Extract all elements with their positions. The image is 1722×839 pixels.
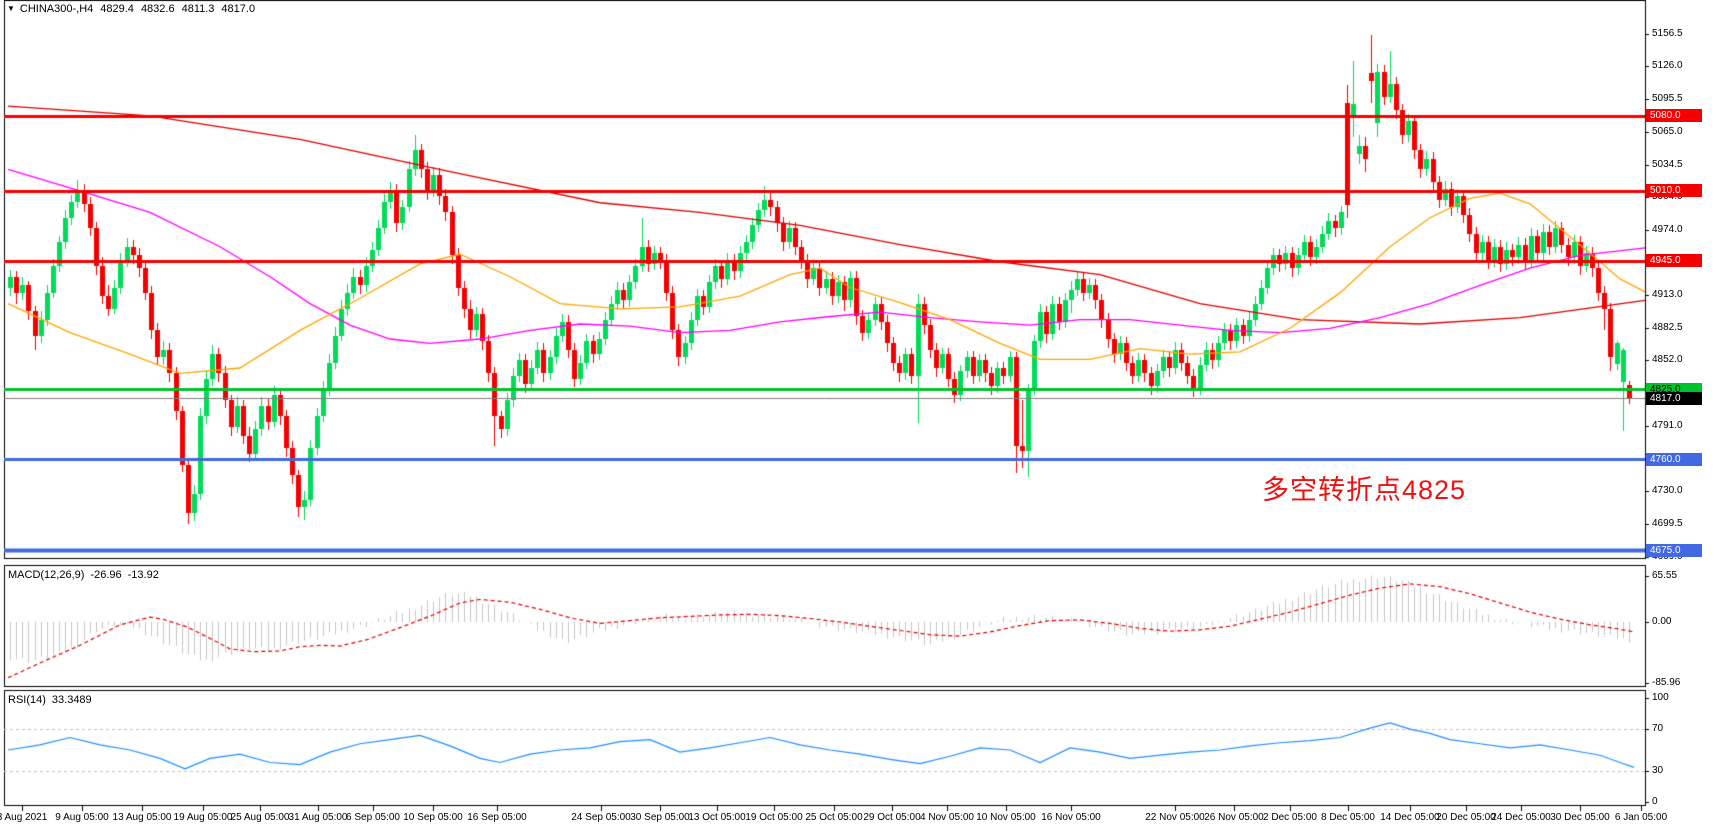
ohlc-open: 4829.4 (100, 3, 134, 15)
annotation-text[interactable]: 多空转折点4825 (1262, 475, 1467, 505)
ohlc-low: 4811.3 (181, 3, 215, 15)
chart-title: CHINA300-,H4 (19, 3, 94, 15)
ohlc-high: 4832.6 (140, 3, 175, 15)
chart-header: ▼ CHINA300-,H4 4829.4 4832.6 4811.3 4817.0 (7, 3, 255, 15)
ohlc-close: 4817.0 (221, 3, 256, 15)
symbol-dropdown-icon[interactable]: ▼ (7, 4, 15, 13)
